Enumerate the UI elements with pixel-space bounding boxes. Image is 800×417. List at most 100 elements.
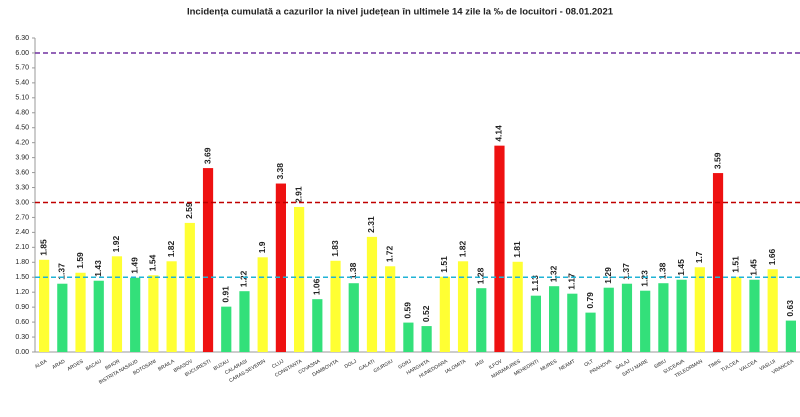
y-tick-label: 3.90: [15, 154, 29, 161]
value-label: 4.14: [494, 125, 504, 142]
y-tick-label: 4.80: [15, 110, 29, 117]
bar: [184, 222, 195, 352]
x-tick-label: MURES: [539, 358, 558, 373]
bar: [549, 286, 560, 352]
value-label: 1.85: [38, 239, 48, 256]
bar: [712, 173, 724, 352]
value-label: 3.38: [275, 163, 285, 180]
bar: [257, 257, 268, 352]
bar: [476, 288, 487, 352]
bar: [512, 261, 523, 352]
bar: [166, 261, 177, 352]
value-label: 0.63: [785, 300, 795, 317]
value-label: 1.37: [621, 263, 631, 280]
y-tick-label: 1.80: [15, 259, 29, 266]
bar: [457, 261, 469, 352]
bar: [111, 256, 123, 352]
y-tick-label: 0.90: [15, 304, 29, 311]
bar: [221, 306, 232, 352]
value-label: 1.23: [639, 270, 649, 287]
x-tick-label: TULCEA: [720, 358, 741, 373]
y-tick-label: 0.00: [15, 349, 29, 356]
y-tick-label: 6.00: [15, 50, 29, 57]
value-label: 1.49: [129, 257, 139, 274]
value-label: 1.51: [439, 256, 449, 273]
bar: [403, 322, 414, 352]
value-label: 1.22: [239, 270, 249, 287]
bar: [148, 275, 159, 352]
y-tick-label: 4.50: [15, 125, 29, 132]
value-label: 1.51: [731, 256, 741, 273]
x-tick-label: ARAD: [51, 358, 66, 370]
value-label: 2.31: [366, 216, 376, 233]
bar: [385, 266, 396, 352]
bar: [202, 168, 214, 352]
bar: [39, 259, 50, 352]
value-label: 1.9: [257, 241, 267, 253]
bar: [275, 183, 286, 352]
x-tick-label: CLUJ: [271, 358, 285, 370]
bar: [130, 277, 141, 352]
x-tick-label: VALCEA: [739, 358, 759, 373]
y-tick-label: 0.60: [15, 319, 29, 326]
bar: [75, 272, 86, 352]
value-label: 0.91: [221, 286, 231, 303]
y-tick-label: 2.10: [15, 244, 29, 251]
x-tick-label: SIBIU: [653, 358, 668, 370]
bar: [603, 287, 614, 352]
value-label: 1.45: [676, 259, 686, 276]
bar: [294, 206, 305, 352]
value-label: 1.83: [330, 240, 340, 257]
y-tick-label: 3.00: [15, 199, 29, 206]
y-tick-label: 1.20: [15, 289, 29, 296]
x-tick-label: GIURGIU: [373, 358, 395, 374]
value-label: 1.28: [476, 267, 486, 284]
bar: [57, 283, 68, 352]
y-tick-label: 5.70: [15, 65, 29, 72]
y-tick-label: 6.30: [15, 35, 29, 42]
value-label: 1.06: [312, 278, 322, 295]
y-tick-label: 5.40: [15, 80, 29, 87]
value-label: 1.32: [548, 265, 558, 282]
value-label: 1.82: [457, 240, 467, 257]
bar: [749, 279, 760, 352]
value-label: 1.37: [57, 263, 67, 280]
x-tick-label: NEAMT: [558, 359, 576, 373]
y-tick-label: 0.30: [15, 334, 29, 341]
value-label: 1.43: [93, 260, 103, 277]
x-tick-label: DOLJ: [344, 358, 359, 370]
value-label: 3.69: [202, 147, 212, 164]
bar: [312, 299, 323, 352]
bar: [585, 312, 596, 352]
bar: [330, 260, 341, 352]
value-label: 1.38: [658, 262, 668, 279]
value-label: 0.59: [403, 302, 413, 319]
bar: [366, 236, 378, 352]
bar: [731, 276, 742, 352]
bar: [93, 280, 104, 352]
chart-title: Incidența cumulată a cazurilor la nivel …: [187, 7, 614, 18]
x-tick-label: ARGES: [66, 358, 85, 372]
value-label: 1.81: [512, 241, 522, 258]
x-tick-label: IASI: [474, 359, 485, 369]
bar: [694, 267, 705, 352]
bar: [621, 283, 633, 352]
value-label: 0.79: [585, 292, 595, 309]
bar: [785, 320, 796, 352]
value-label: 2.91: [293, 186, 303, 203]
y-tick-label: 1.50: [15, 274, 29, 281]
bar: [676, 279, 687, 352]
bar: [239, 291, 250, 352]
value-label: 1.7: [694, 251, 704, 263]
value-label: 1.29: [603, 267, 613, 284]
value-label: 1.45: [749, 259, 759, 276]
value-label: 1.72: [384, 245, 394, 262]
value-label: 0.52: [421, 305, 431, 322]
bar: [439, 276, 450, 352]
y-tick-label: 5.10: [15, 95, 29, 102]
y-tick-label: 2.40: [15, 229, 29, 236]
value-label: 2.59: [184, 202, 194, 219]
value-label: 1.13: [530, 275, 540, 292]
bar: [658, 283, 669, 352]
